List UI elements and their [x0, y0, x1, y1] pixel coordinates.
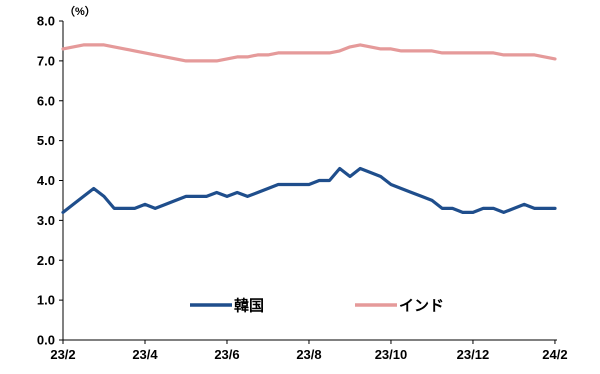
legend-label: 韓国 — [234, 297, 264, 315]
y-tick-label: 8.0 — [37, 14, 55, 29]
x-tick-label: 23/6 — [214, 347, 239, 362]
y-tick-label: 6.0 — [37, 93, 55, 108]
x-tick-label: 23/2 — [50, 347, 75, 362]
x-tick-label: 23/10 — [375, 347, 408, 362]
y-tick-label: 5.0 — [37, 133, 55, 148]
y-tick-label: 0.0 — [37, 333, 55, 348]
y-axis-unit: （%） — [64, 5, 96, 18]
legend-label: インド — [399, 297, 444, 315]
plot-area: 0.0 1.0 2.0 3.0 4.0 5.0 6.0 7.0 8.0 23/2 23/4 23/6 2… — [37, 14, 568, 363]
y-tick-label: 7.0 — [37, 53, 55, 68]
y-tick-label: 2.0 — [37, 253, 55, 268]
series-line-korea — [61, 166, 557, 214]
y-tick-label: 1.0 — [37, 293, 55, 308]
legend: 韓国 インド — [190, 297, 444, 315]
series-line-india — [61, 43, 557, 63]
x-tick-label: 24/2 — [542, 347, 567, 362]
y-tick-label: 3.0 — [37, 213, 55, 228]
x-tick-label: 23/4 — [132, 347, 158, 362]
x-tick-label: 23/12 — [457, 347, 490, 362]
y-tick-label: 4.0 — [37, 173, 55, 188]
x-tick-label: 23/8 — [296, 347, 321, 362]
